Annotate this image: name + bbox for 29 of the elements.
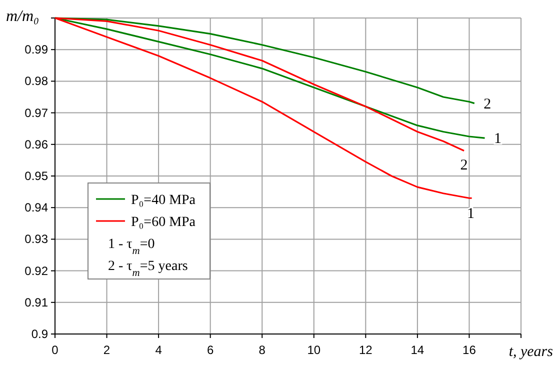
y-tick-label: 0.96 [24, 137, 48, 152]
x-tick-label: 4 [155, 343, 162, 357]
x-axis-title: t, years [508, 344, 554, 360]
annotation: 2 - τ$_{m}$=5 years [108, 259, 188, 278]
x-tick-label: 0 [52, 343, 59, 357]
y-axis-title: m/m₀ [6, 8, 40, 25]
y-tick-label: 0.94 [24, 200, 48, 215]
annotation: 2 [484, 96, 492, 112]
x-tick-label: 8 [258, 343, 266, 357]
y-tick-label: 0.95 [24, 169, 48, 183]
y-tick-label: 0.91 [24, 295, 48, 310]
y-tick-label: 0.97 [24, 106, 48, 120]
x-tick-label: 10 [307, 343, 321, 357]
x-tick-label: 6 [206, 343, 214, 357]
annotation: 2 [460, 158, 468, 174]
x-tick-label: 12 [358, 343, 373, 357]
annotation: 1 [467, 206, 475, 222]
y-tick-label: 0.93 [24, 232, 48, 246]
x-tick-label: 14 [410, 343, 424, 357]
x-tick-label: 2 [103, 343, 110, 357]
legend-label: P₀=60 MPa [131, 215, 196, 230]
legend-label: P₀=40 MPa [131, 193, 196, 208]
annotation: 1 [494, 131, 502, 148]
y-tick-label: 0.9 [31, 327, 48, 341]
y-tick-label: 0.99 [24, 42, 48, 57]
y-tick-label: 0.98 [24, 74, 48, 88]
x-tick-label: 16 [462, 343, 476, 357]
y-tick-label: 0.92 [24, 264, 48, 278]
annotation: 1 - τ$_{m}$=0 [108, 237, 155, 256]
